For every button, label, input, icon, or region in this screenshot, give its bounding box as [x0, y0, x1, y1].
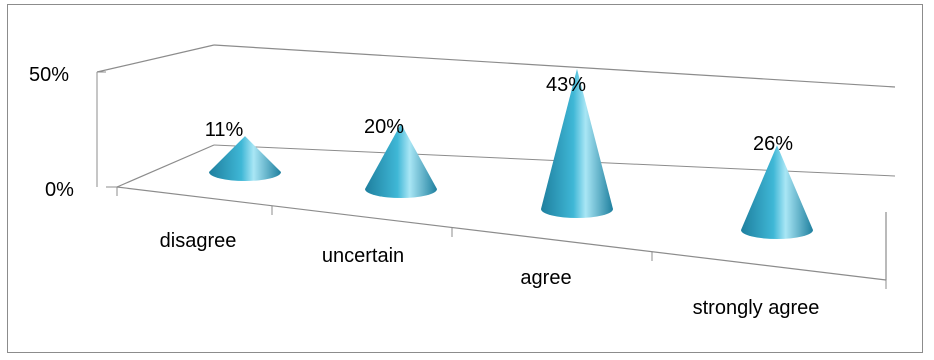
y-tick-label-50: 50% — [29, 64, 69, 86]
floor-left-edge — [116, 144, 215, 188]
cone-uncertain — [365, 123, 437, 198]
data-label-disagree: 11% — [205, 119, 244, 141]
data-label-agree: 43% — [546, 74, 586, 96]
cone-body-disagree — [209, 136, 281, 181]
cone-body-strongly-agree — [741, 145, 813, 239]
y-tick-label-0: 0% — [45, 179, 74, 201]
cone-body-agree — [541, 68, 613, 218]
cone-agree — [541, 68, 613, 218]
data-label-strongly-agree: 26% — [753, 133, 793, 155]
category-label-uncertain: uncertain — [322, 245, 404, 267]
left-top-edge — [96, 44, 215, 73]
axis-frame — [96, 44, 896, 289]
data-label-uncertain: 20% — [364, 116, 404, 138]
cone-strongly-agree — [741, 145, 813, 239]
category-label-agree: agree — [520, 267, 571, 289]
cone-disagree — [209, 136, 281, 181]
category-label-disagree: disagree — [160, 230, 237, 252]
category-label-strongly-agree: strongly agree — [693, 297, 820, 319]
x-axis-line — [116, 186, 887, 281]
back-top-edge — [213, 44, 896, 88]
cone-body-uncertain — [365, 123, 437, 198]
